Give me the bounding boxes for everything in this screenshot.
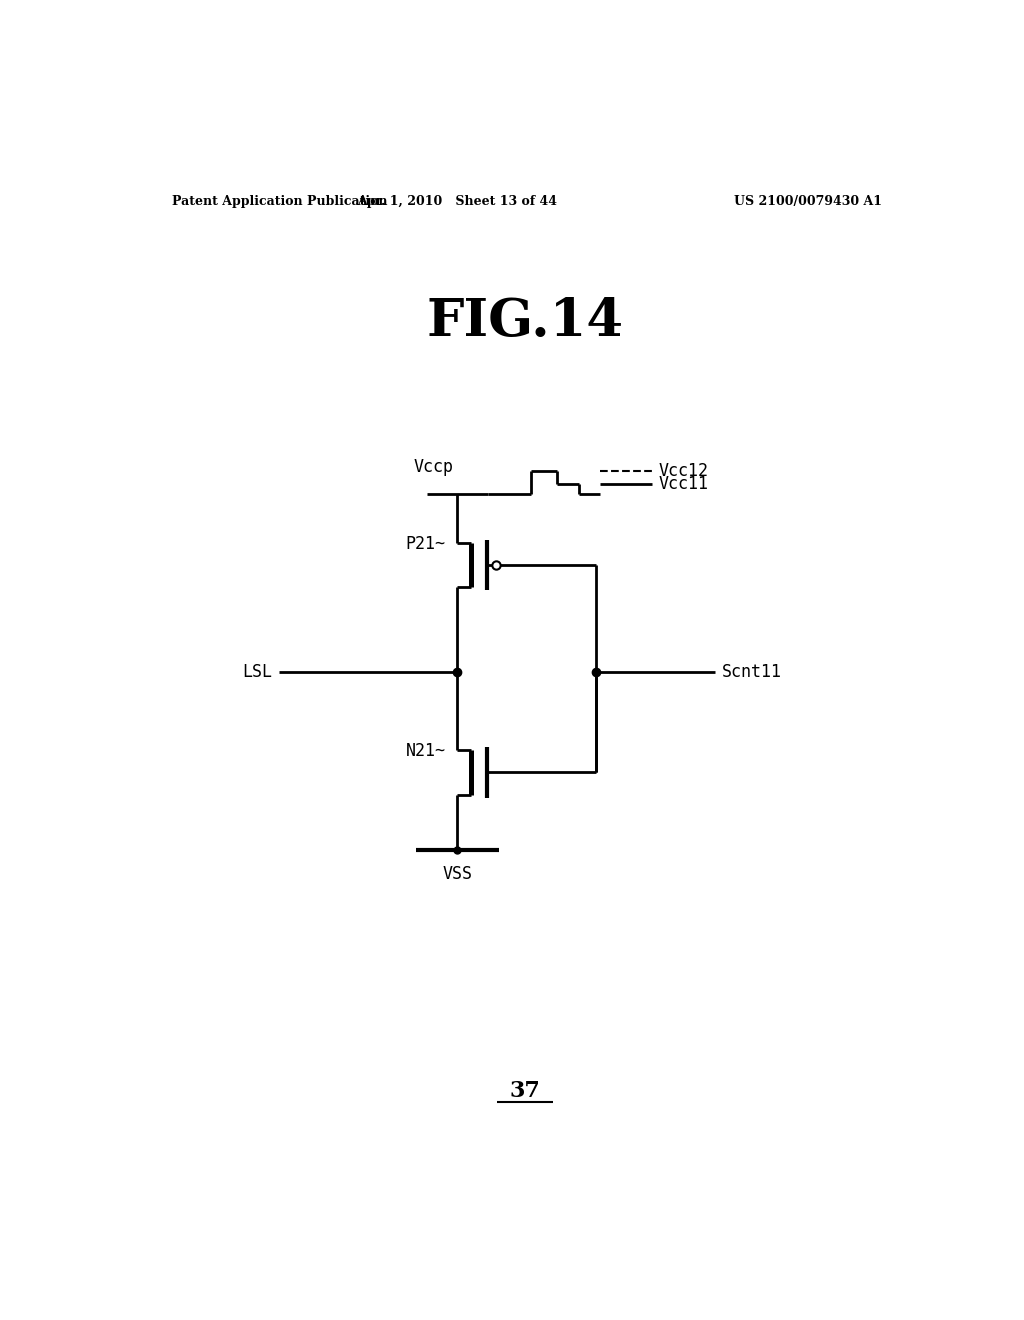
Text: Scnt11: Scnt11 — [722, 663, 781, 681]
Text: US 2100/0079430 A1: US 2100/0079430 A1 — [734, 194, 882, 207]
Text: FIG.14: FIG.14 — [426, 296, 624, 347]
Text: P21~: P21~ — [406, 535, 445, 553]
Text: Apr. 1, 2010   Sheet 13 of 44: Apr. 1, 2010 Sheet 13 of 44 — [357, 194, 557, 207]
Text: Vcc11: Vcc11 — [658, 475, 709, 492]
Text: VSS: VSS — [442, 865, 472, 883]
Text: Patent Application Publication: Patent Application Publication — [172, 194, 387, 207]
Text: Vccp: Vccp — [414, 458, 454, 475]
Text: LSL: LSL — [243, 663, 272, 681]
Text: 37: 37 — [509, 1081, 541, 1102]
Text: N21~: N21~ — [406, 742, 445, 760]
Text: Vcc12: Vcc12 — [658, 462, 709, 480]
